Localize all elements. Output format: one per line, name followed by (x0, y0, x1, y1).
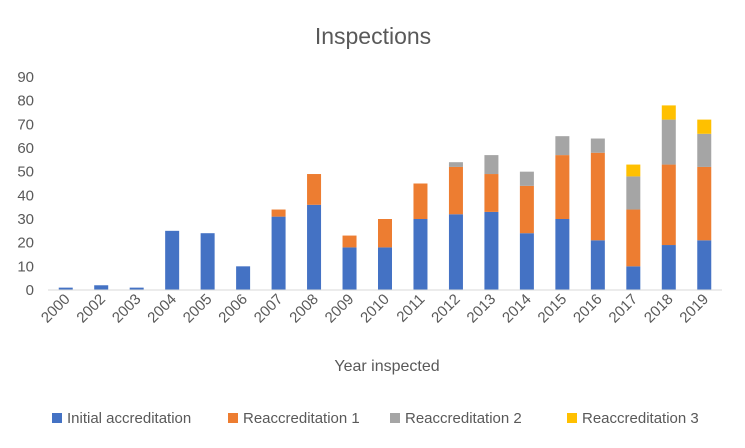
bar-segment-reaccreditation-2-2016 (590, 138, 605, 153)
bar-segment-reaccreditation-1-2016 (590, 152, 605, 241)
y-tick-label: 0 (26, 282, 34, 299)
x-axis: 2000 2002 2003 2004 2005 2006 2007 2008 2009 2010… (38, 291, 712, 327)
bar-segment-initial-accreditation-2016 (590, 240, 605, 290)
x-tick-label: 2017 (606, 291, 642, 327)
x-tick-label: 2004 (144, 291, 180, 327)
y-tick-label: 50 (17, 164, 34, 181)
bar-segment-initial-accreditation-2000 (58, 287, 73, 290)
x-tick-label: 2013 (464, 291, 500, 327)
x-tick-label: 2009 (322, 291, 358, 327)
x-tick-label: 2006 (215, 291, 251, 327)
legend-swatch (390, 413, 400, 423)
x-tick-label: 2019 (676, 291, 712, 327)
bar-segment-reaccreditation-1-2011 (413, 183, 428, 219)
bar-segment-reaccreditation-3-2019 (697, 119, 712, 134)
bar-segment-initial-accreditation-2006 (236, 266, 251, 290)
bar-segment-initial-accreditation-2013 (484, 211, 499, 290)
legend-item-reaccreditation-2: Reaccreditation 2 (390, 410, 522, 427)
legend-item-initial-accreditation: Initial accreditation (52, 410, 191, 427)
x-axis-title: Year inspected (334, 358, 439, 375)
legend-label: Reaccreditation 2 (405, 410, 522, 427)
legend-item-reaccreditation-3: Reaccreditation 3 (567, 410, 699, 427)
y-tick-label: 20 (17, 235, 34, 252)
legend-label: Reaccreditation 3 (582, 410, 699, 427)
x-tick-label: 2010 (357, 291, 393, 327)
legend-label: Initial accreditation (67, 410, 191, 427)
bar-segment-initial-accreditation-2010 (378, 247, 392, 290)
bar-segment-initial-accreditation-2014 (519, 233, 534, 290)
bar-segment-reaccreditation-1-2013 (484, 174, 499, 212)
y-tick-label: 90 (17, 69, 34, 86)
x-tick-label: 2012 (428, 291, 464, 327)
bar-segment-reaccreditation-2-2017 (626, 176, 641, 210)
bar-segment-initial-accreditation-2008 (307, 204, 322, 290)
y-tick-label: 60 (17, 140, 34, 157)
x-tick-label: 2015 (535, 291, 571, 327)
bar-segment-initial-accreditation-2012 (448, 214, 463, 290)
bar-segment-initial-accreditation-2004 (165, 230, 180, 290)
bar-segment-initial-accreditation-2018 (661, 245, 676, 290)
chart-title: Inspections (315, 23, 431, 49)
bar-segment-reaccreditation-1-2008 (307, 174, 322, 205)
x-tick-label: 2000 (38, 291, 74, 327)
x-tick-label: 2014 (499, 291, 535, 327)
x-tick-label: 2008 (286, 291, 322, 327)
x-tick-label: 2003 (109, 291, 145, 327)
x-tick-label: 2007 (251, 291, 287, 327)
bar-segment-reaccreditation-2-2013 (484, 155, 499, 175)
bar-segment-initial-accreditation-2007 (271, 216, 286, 290)
legend-swatch (52, 413, 62, 423)
bar-segment-reaccreditation-1-2012 (448, 166, 463, 215)
bar-segment-reaccreditation-2-2015 (555, 136, 570, 156)
legend-swatch (567, 413, 577, 423)
bar-segment-initial-accreditation-2005 (200, 233, 215, 290)
bar-segment-reaccreditation-3-2018 (661, 105, 676, 120)
bar-segment-reaccreditation-3-2017 (626, 164, 641, 177)
bar-segment-initial-accreditation-2002 (94, 285, 109, 290)
legend: Initial accreditation Reaccreditation 1 Re… (52, 410, 699, 427)
bar-segment-reaccreditation-1-2010 (378, 219, 392, 248)
y-tick-label: 30 (17, 211, 34, 228)
bar-segment-reaccreditation-2-2019 (697, 133, 712, 167)
bars-group (58, 105, 712, 290)
bar-segment-reaccreditation-1-2017 (626, 209, 641, 267)
legend-item-reaccreditation-1: Reaccreditation 1 (228, 410, 360, 427)
x-tick-label: 2005 (180, 291, 216, 327)
bar-segment-initial-accreditation-2003 (129, 287, 144, 290)
y-tick-label: 10 (17, 258, 34, 275)
bar-segment-reaccreditation-2-2012 (448, 162, 463, 167)
y-axis: 0 10 20 30 40 50 60 70 80 90 (17, 69, 34, 299)
bar-segment-reaccreditation-1-2019 (697, 166, 712, 241)
bar-segment-reaccreditation-2-2018 (661, 119, 676, 165)
bar-segment-initial-accreditation-2019 (697, 240, 712, 290)
bar-segment-initial-accreditation-2015 (555, 219, 570, 290)
bar-segment-initial-accreditation-2009 (342, 247, 357, 290)
bar-segment-reaccreditation-1-2018 (661, 164, 676, 246)
y-tick-label: 40 (17, 187, 34, 204)
y-tick-label: 70 (17, 116, 34, 133)
x-tick-label: 2002 (73, 291, 109, 327)
legend-swatch (228, 413, 238, 423)
bar-segment-reaccreditation-2-2014 (519, 171, 534, 186)
bar-segment-reaccreditation-1-2007 (271, 209, 286, 217)
bar-segment-reaccreditation-1-2014 (519, 185, 534, 234)
legend-label: Reaccreditation 1 (243, 410, 360, 427)
x-tick-label: 2016 (570, 291, 606, 327)
bar-segment-initial-accreditation-2017 (626, 266, 641, 290)
y-tick-label: 80 (17, 93, 34, 110)
bar-segment-reaccreditation-1-2015 (555, 155, 570, 219)
x-tick-label: 2018 (641, 291, 677, 327)
bar-segment-initial-accreditation-2011 (413, 219, 428, 290)
x-tick-label: 2011 (393, 291, 428, 326)
bar-segment-reaccreditation-1-2009 (342, 235, 357, 248)
